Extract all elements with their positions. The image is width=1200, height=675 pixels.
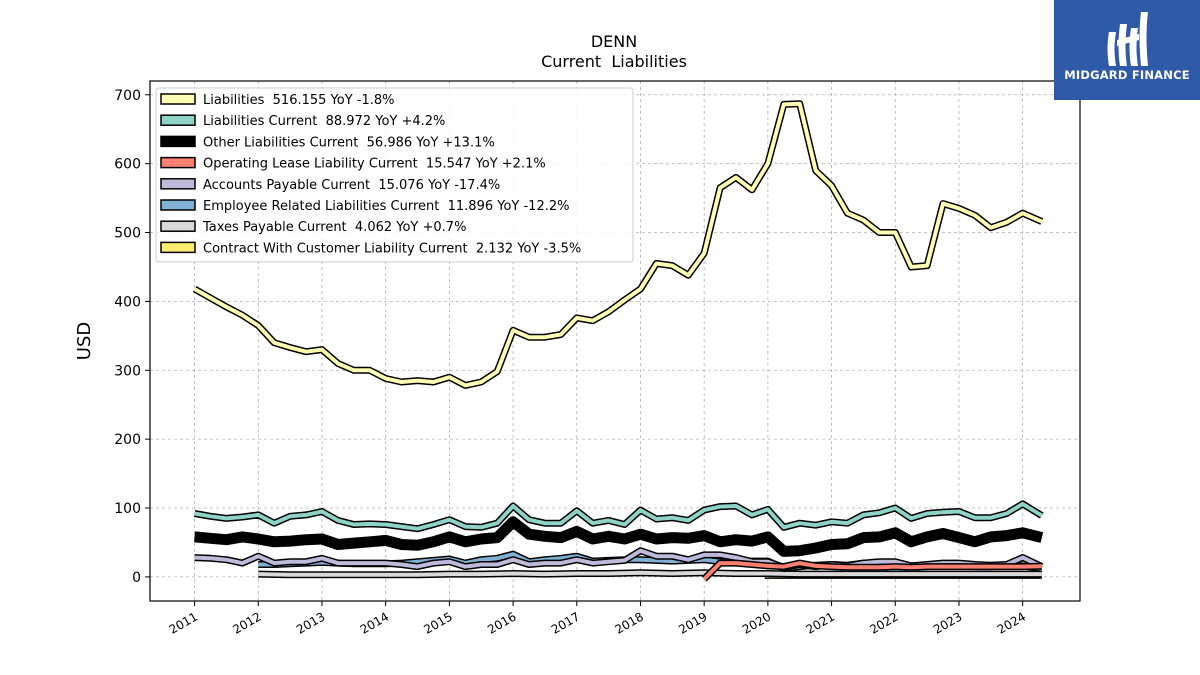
y-axis-label: USD (74, 322, 95, 360)
x-tick-label: 2012 (230, 609, 263, 636)
series-line (258, 570, 1042, 577)
legend-swatch (160, 241, 196, 254)
series-3 (701, 559, 1042, 582)
x-tick-label: 2019 (676, 609, 709, 636)
plot-frame (149, 80, 1081, 602)
series-line (194, 501, 1043, 531)
legend-box (155, 87, 634, 263)
series-6 (258, 569, 1042, 579)
legend-swatch (160, 114, 196, 126)
series-0 (192, 100, 1044, 389)
legend-label: Contract With Customer Liability Current… (203, 241, 581, 256)
legend-label: Accounts Payable Current 15.076 YoY -17.… (203, 178, 500, 193)
chart-subtitle: Current Liabilities (541, 52, 687, 71)
grid (150, 81, 1080, 601)
legend-swatch (160, 199, 196, 211)
x-tick-label: 2013 (294, 609, 327, 636)
y-axis-ticks: 0 100 200 300 400 500 600 700 (114, 88, 150, 586)
legend-label: Liabilities 516.155 YoY -1.8% (203, 93, 395, 108)
x-tick-label: 2024 (995, 609, 1028, 636)
x-tick-label: 2015 (421, 609, 454, 636)
chart-title: DENN (591, 32, 637, 51)
x-tick-label: 2023 (931, 609, 964, 636)
x-tick-label: 2018 (613, 609, 646, 636)
y-tick-label: 600 (114, 157, 141, 173)
x-tick-label: 2011 (167, 609, 200, 636)
legend-swatch (160, 156, 196, 169)
series-line (193, 101, 1043, 388)
legend-label: Liabilities Current 88.972 YoY +4.2% (203, 114, 445, 129)
x-tick-label: 2021 (804, 609, 837, 636)
legend-label: Employee Related Liabilities Current 11.… (203, 199, 569, 214)
legend: Liabilities 516.155 YoY -1.8% Liabilities… (155, 87, 634, 263)
legend-swatch (160, 135, 196, 148)
legend-swatch (160, 93, 196, 105)
series-4 (194, 547, 1044, 571)
legend-label: Operating Lease Liability Current 15.547… (203, 157, 546, 172)
x-tick-label: 2014 (358, 609, 391, 636)
y-tick-label: 300 (114, 363, 141, 379)
x-axis-ticks: 2011 2012 2013 2014 2015 2016 2017 2018 2019 2020… (167, 601, 1028, 637)
series-line (194, 548, 1043, 570)
logo-text: MIDGARD FINANCE (1064, 68, 1190, 82)
y-tick-label: 200 (114, 432, 141, 448)
legend-label: Other Liabilities Current 56.986 YoY +13… (203, 135, 495, 150)
x-tick-label: 2020 (740, 609, 773, 636)
x-tick-label: 2016 (485, 609, 518, 636)
legend-label: Taxes Payable Current 4.062 YoY +0.7% (202, 220, 466, 235)
y-tick-label: 700 (114, 88, 141, 104)
series-2 (194, 516, 1044, 557)
series-1 (193, 500, 1044, 533)
legend-swatch (160, 178, 196, 190)
legend-swatch (160, 220, 196, 232)
logo-mark-icon (1107, 12, 1148, 66)
series-line (702, 561, 1042, 581)
plot-lines (192, 100, 1044, 582)
y-tick-label: 400 (114, 294, 141, 310)
series-line (194, 517, 1043, 556)
x-tick-label: 2022 (867, 609, 900, 636)
x-tick-label: 2017 (549, 609, 582, 636)
y-tick-label: 0 (132, 570, 141, 586)
y-tick-label: 500 (114, 226, 141, 242)
brand-logo: MIDGARD FINANCE (1054, 0, 1200, 100)
y-tick-label: 100 (114, 501, 141, 517)
